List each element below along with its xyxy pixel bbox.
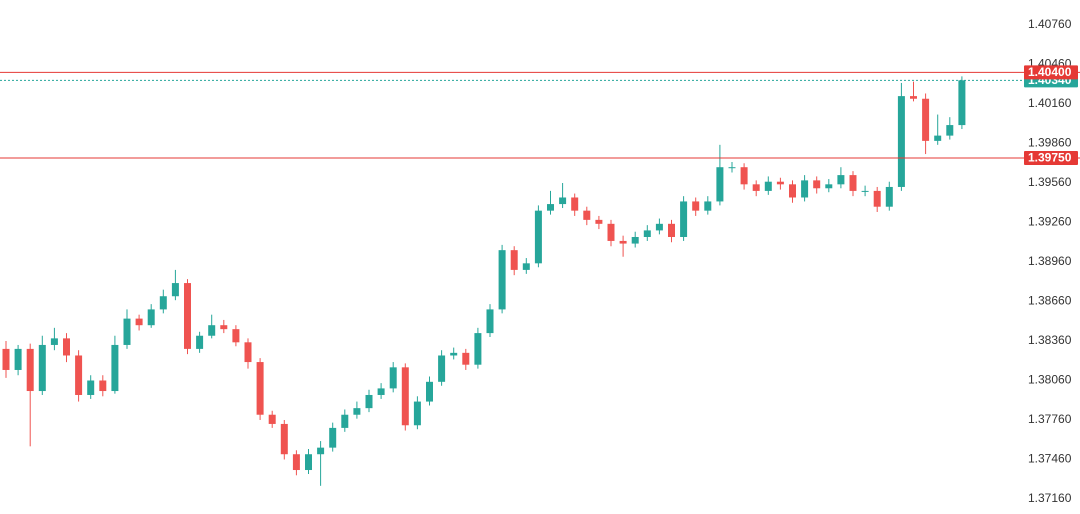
candle-body (268, 414, 276, 424)
candle-body (26, 348, 34, 392)
candle-body (486, 309, 494, 334)
candle-body (764, 181, 772, 191)
candle-body (571, 197, 579, 211)
price-label-bg (1024, 150, 1078, 165)
candle-body (813, 180, 821, 189)
candle-body (934, 135, 942, 141)
candle-body (341, 414, 349, 428)
candle-body (50, 338, 58, 345)
candle-body (716, 167, 724, 202)
candle-body (607, 223, 615, 241)
candle-body (643, 230, 651, 237)
y-tick-label: 1.40160 (1028, 96, 1072, 110)
candle-body (38, 344, 46, 392)
candle-body (631, 236, 639, 244)
candle-body (752, 184, 760, 191)
candle-body (619, 240, 627, 244)
candle-body (305, 454, 312, 471)
candle-body (861, 190, 869, 192)
candle-body (474, 333, 482, 365)
candle-body (655, 223, 663, 231)
candle-body (184, 283, 191, 349)
candle-body (668, 223, 675, 237)
candle-body (196, 335, 204, 349)
candle-body (958, 80, 966, 126)
y-tick-label: 1.39860 (1028, 136, 1072, 150)
y-tick-label: 1.38360 (1028, 333, 1072, 347)
candle-body (2, 348, 10, 370)
candle-body (256, 362, 264, 415)
candle-body (704, 201, 712, 211)
y-tick-label: 1.37160 (1028, 491, 1072, 505)
candle-body (75, 355, 83, 395)
candle-body (837, 175, 845, 185)
y-tick-label: 1.38660 (1028, 294, 1072, 308)
candle-body (680, 201, 688, 237)
candle-body (728, 167, 736, 169)
candle-body (692, 201, 700, 211)
candle-body (849, 175, 857, 191)
candle-body (63, 338, 70, 356)
candle-body (413, 401, 421, 426)
y-tick-label: 1.37760 (1028, 412, 1072, 426)
candle-body (317, 447, 325, 455)
candle-body (99, 380, 107, 392)
candle-body (365, 394, 373, 409)
candle-body (377, 388, 385, 395)
candle-body (462, 352, 470, 365)
candle-body (353, 408, 361, 415)
price-label-bg (1024, 65, 1078, 80)
candle-body (171, 283, 179, 297)
candle-body (498, 250, 506, 310)
candle-body (789, 184, 796, 198)
candle-body (873, 190, 881, 207)
y-tick-label: 1.37460 (1028, 452, 1072, 466)
candle-body (208, 325, 216, 336)
candle-body (897, 96, 905, 187)
candle-body (825, 184, 833, 189)
candle-body (401, 367, 409, 426)
candle-body (740, 167, 748, 185)
candle-body (450, 352, 458, 356)
candle-body (244, 342, 252, 363)
candle-body (910, 96, 917, 99)
candle-body (534, 210, 542, 264)
candle-body (547, 204, 554, 211)
y-tick-label: 1.38960 (1028, 254, 1072, 268)
candle-body (595, 219, 603, 224)
candle-body (389, 367, 397, 389)
candle-body (135, 318, 143, 326)
candle-body (280, 423, 288, 455)
candle-body (159, 296, 167, 310)
y-tick-label: 1.40760 (1028, 17, 1072, 31)
candle-body (801, 180, 809, 198)
candle-body (885, 186, 893, 207)
y-tick-label: 1.39560 (1028, 175, 1072, 189)
candle-body (111, 344, 119, 392)
candle-body (329, 427, 337, 448)
price-label: 1.39750 (1028, 151, 1072, 165)
candle-body (14, 348, 22, 370)
candle-body (220, 325, 228, 330)
y-tick-label: 1.38060 (1028, 373, 1072, 387)
candle-body (87, 380, 95, 395)
candle-body (522, 263, 530, 270)
candle-body (438, 355, 446, 382)
candle-body (559, 197, 567, 205)
candle-body (123, 318, 131, 345)
candle-body (510, 250, 518, 270)
candle-body (292, 454, 300, 471)
candle-body (232, 329, 240, 343)
candle-body (922, 98, 930, 141)
candle-body (776, 181, 784, 185)
price-label: 1.40400 (1028, 65, 1072, 79)
y-tick-label: 1.39260 (1028, 215, 1072, 229)
candle-body (583, 210, 591, 220)
candle-body (147, 309, 155, 326)
candle-body (426, 381, 433, 402)
candle-body (946, 125, 954, 136)
